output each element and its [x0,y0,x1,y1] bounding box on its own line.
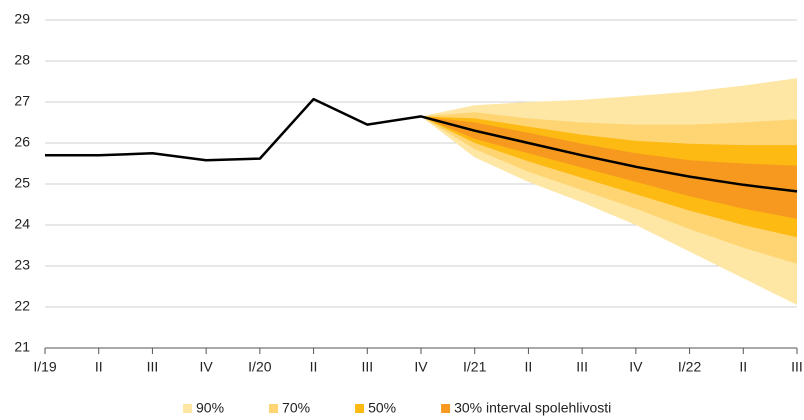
y-tick-label: 28 [14,52,30,68]
x-tick-label: IV [414,359,428,375]
y-tick-label: 25 [14,175,30,191]
x-tick-label: II [310,359,318,375]
legend-label: 90% [196,400,224,416]
legend-swatch [355,404,365,413]
x-tick-label: II [739,359,747,375]
x-tick-label: I/21 [463,359,487,375]
y-tick-label: 27 [14,93,30,109]
x-tick-label: I/22 [678,359,702,375]
legend-label: 30% interval spolehlivosti [454,400,611,416]
x-tick-label: III [576,359,588,375]
x-tick-label: II [525,359,533,375]
y-tick-label: 29 [14,11,30,27]
legend-label: 70% [282,400,310,416]
line [45,97,798,193]
x-tick-label: III [147,359,159,375]
x-tick-label: II [95,359,103,375]
y-tick-label: 24 [14,216,30,232]
y-tick-label: 21 [14,339,30,355]
x-tick-label: III [791,359,803,375]
legend-label: 50% [368,400,396,416]
y-tick-label: 22 [14,298,30,314]
legend-swatch [441,404,451,413]
fan-band [421,116,797,219]
legend-swatch [183,404,192,413]
x-tick-label: III [361,359,373,375]
x-tick-label: I/19 [33,359,57,375]
x-tick-label: I/20 [248,359,272,375]
x-tick-label: IV [200,359,214,375]
legend-swatch [269,404,279,413]
x-tick-label: IV [629,359,643,375]
y-tick-label: 23 [14,257,30,273]
y-tick-label: 26 [14,134,30,150]
